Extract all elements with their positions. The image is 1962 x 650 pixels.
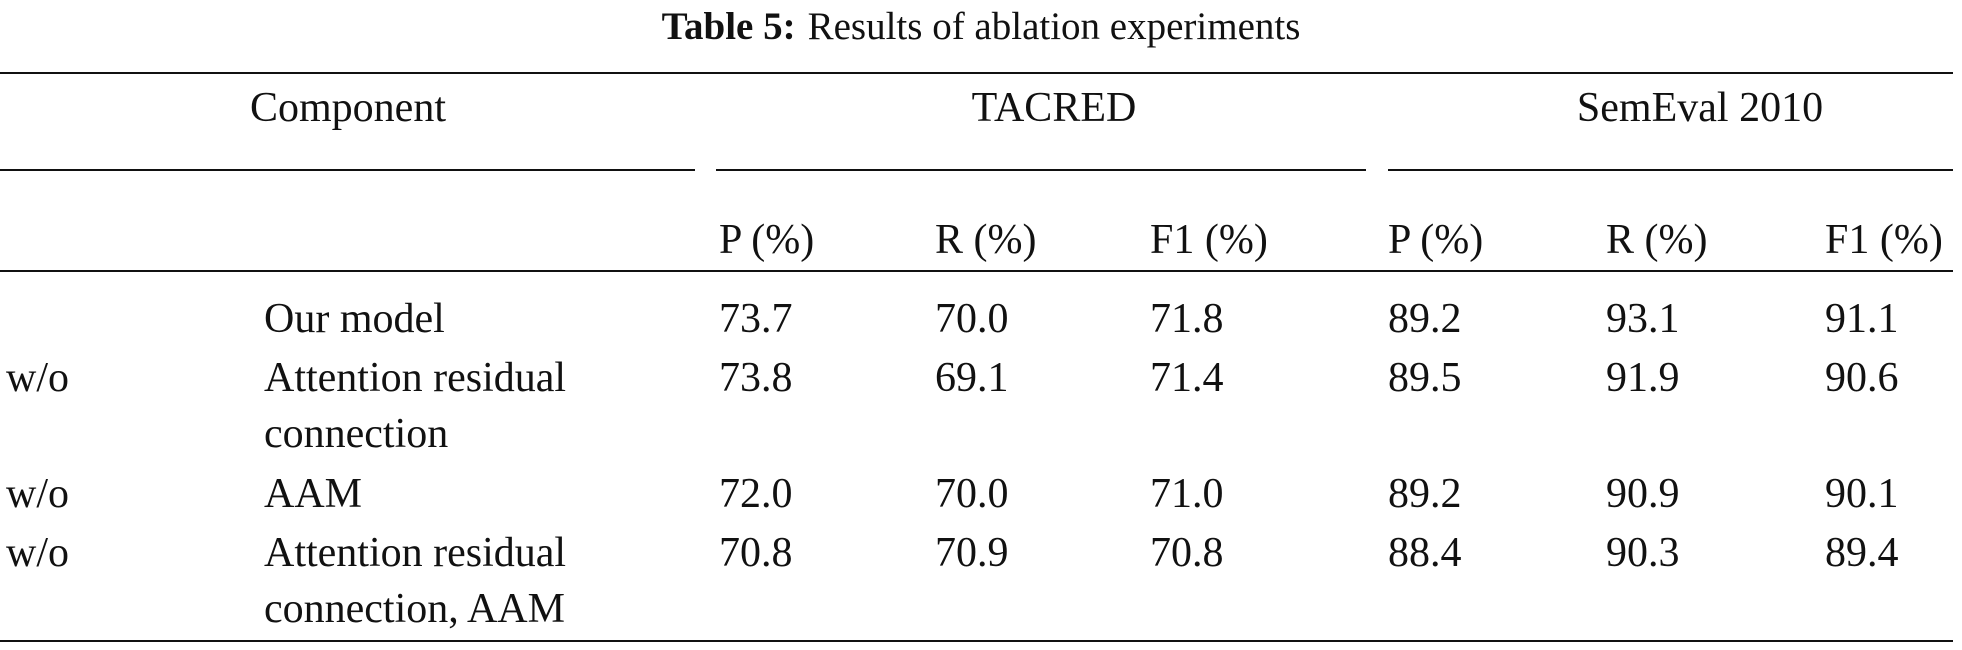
column-header: P (%)	[1388, 217, 1484, 263]
cell-value: 70.8	[719, 530, 793, 576]
group-header: TACRED	[971, 85, 1137, 131]
cell-value: 70.0	[935, 471, 1009, 517]
cell-value: 88.4	[1388, 530, 1462, 576]
cell-value: 91.9	[1606, 355, 1680, 401]
component: AAM	[264, 471, 363, 517]
cell-value: 71.8	[1150, 296, 1224, 342]
component: Attention residual connection	[264, 355, 567, 457]
cell-value: 90.1	[1825, 471, 1899, 517]
cell-value: 90.6	[1825, 355, 1899, 401]
group-rule	[0, 169, 695, 171]
cell-value: 89.5	[1388, 355, 1462, 401]
cell-value: 90.9	[1606, 471, 1680, 517]
column-header: R (%)	[1606, 217, 1708, 263]
group-rule	[716, 169, 1366, 171]
cell-value: 90.3	[1606, 530, 1680, 576]
row-prefix: w/o	[6, 530, 69, 576]
caption-label: Table 5:	[661, 5, 796, 48]
bottom-rule	[0, 640, 1953, 642]
cell-value: 73.7	[719, 296, 793, 342]
column-header: P (%)	[719, 217, 815, 263]
cell-value: 71.0	[1150, 471, 1224, 517]
column-header: F1 (%)	[1150, 217, 1268, 263]
cell-value: 70.9	[935, 530, 1009, 576]
column-header: F1 (%)	[1825, 217, 1943, 263]
cell-value: 89.2	[1388, 471, 1462, 517]
group-header: Component	[250, 85, 446, 131]
cell-value: 70.8	[1150, 530, 1224, 576]
top-rule	[0, 72, 1953, 74]
table-caption: Table 5: Results of ablation experiments	[0, 2, 1962, 52]
cell-value: 69.1	[935, 355, 1009, 401]
cell-value: 91.1	[1825, 296, 1899, 342]
cell-value: 89.2	[1388, 296, 1462, 342]
cell-value: 71.4	[1150, 355, 1224, 401]
component: Attention residual connection, AAM	[264, 530, 567, 632]
group-header: SemEval 2010	[1576, 85, 1824, 131]
group-rule	[1388, 169, 1953, 171]
cell-value: 89.4	[1825, 530, 1899, 576]
cell-value: 73.8	[719, 355, 793, 401]
cell-value: 70.0	[935, 296, 1009, 342]
caption-text: Results of ablation experiments	[807, 5, 1301, 48]
row-prefix: w/o	[6, 355, 69, 401]
component: Our model	[264, 296, 445, 342]
row-prefix: w/o	[6, 471, 69, 517]
cell-value: 72.0	[719, 471, 793, 517]
column-header: R (%)	[935, 217, 1037, 263]
cell-value: 93.1	[1606, 296, 1680, 342]
header-rule	[0, 270, 1953, 272]
